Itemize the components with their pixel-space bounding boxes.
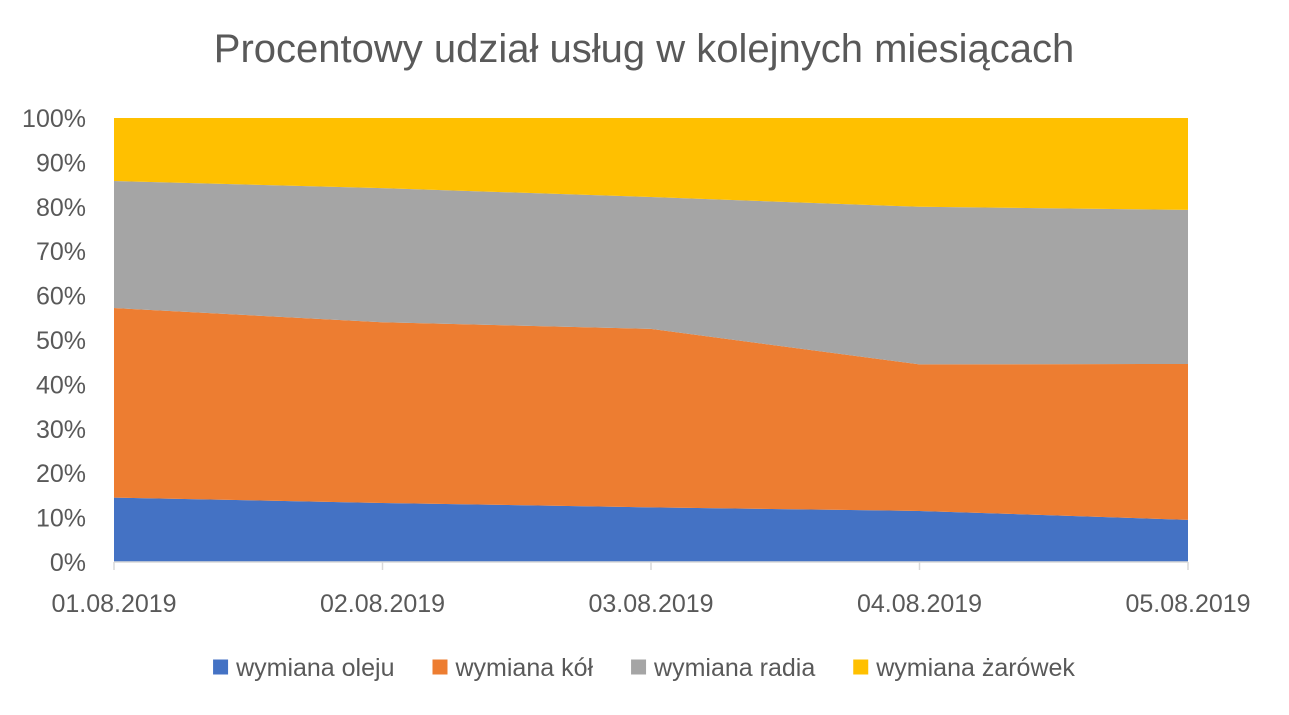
y-tick-label: 20% [36, 460, 86, 488]
x-tick-label: 01.08.2019 [51, 590, 176, 618]
y-tick-label: 90% [36, 149, 86, 177]
y-tick-label: 40% [36, 371, 86, 399]
y-tick-label: 50% [36, 327, 86, 355]
x-tick-label: 05.08.2019 [1125, 590, 1250, 618]
y-tick-label: 10% [36, 505, 86, 533]
y-tick-label: 60% [36, 283, 86, 311]
y-tick-label: 100% [22, 105, 86, 133]
axes: 01.08.2019 02.08.2019 03.08.2019 04.08.2019… [22, 105, 1251, 618]
legend-item-label: wymiana kół [454, 654, 593, 682]
area-series-1 [114, 497, 1188, 562]
x-tick-label: 04.08.2019 [857, 590, 982, 618]
legend: wymiana oleju wymiana kół wymiana radia wym… [213, 654, 1075, 682]
area-series-2 [114, 308, 1188, 520]
legend-swatch [432, 659, 448, 675]
y-tick-label: 70% [36, 238, 86, 266]
legend-item-label: wymiana radia [653, 654, 815, 682]
chart-title: Procentowy udział usług w kolejnych mies… [214, 27, 1074, 71]
area-series-4 [114, 118, 1188, 210]
legend-swatch [631, 659, 647, 675]
legend-swatch [853, 659, 869, 675]
y-tick-label: 0% [50, 549, 86, 577]
x-tick-label: 02.08.2019 [320, 590, 445, 618]
legend-item-label: wymiana oleju [235, 654, 394, 682]
x-tick-label: 03.08.2019 [588, 590, 713, 618]
y-tick-label: 80% [36, 194, 86, 222]
series-areas [114, 118, 1188, 562]
y-tick-label: 30% [36, 416, 86, 444]
legend-swatch [213, 659, 229, 675]
area-series-3 [114, 181, 1188, 365]
legend-item-label: wymiana żarówek [875, 654, 1075, 682]
